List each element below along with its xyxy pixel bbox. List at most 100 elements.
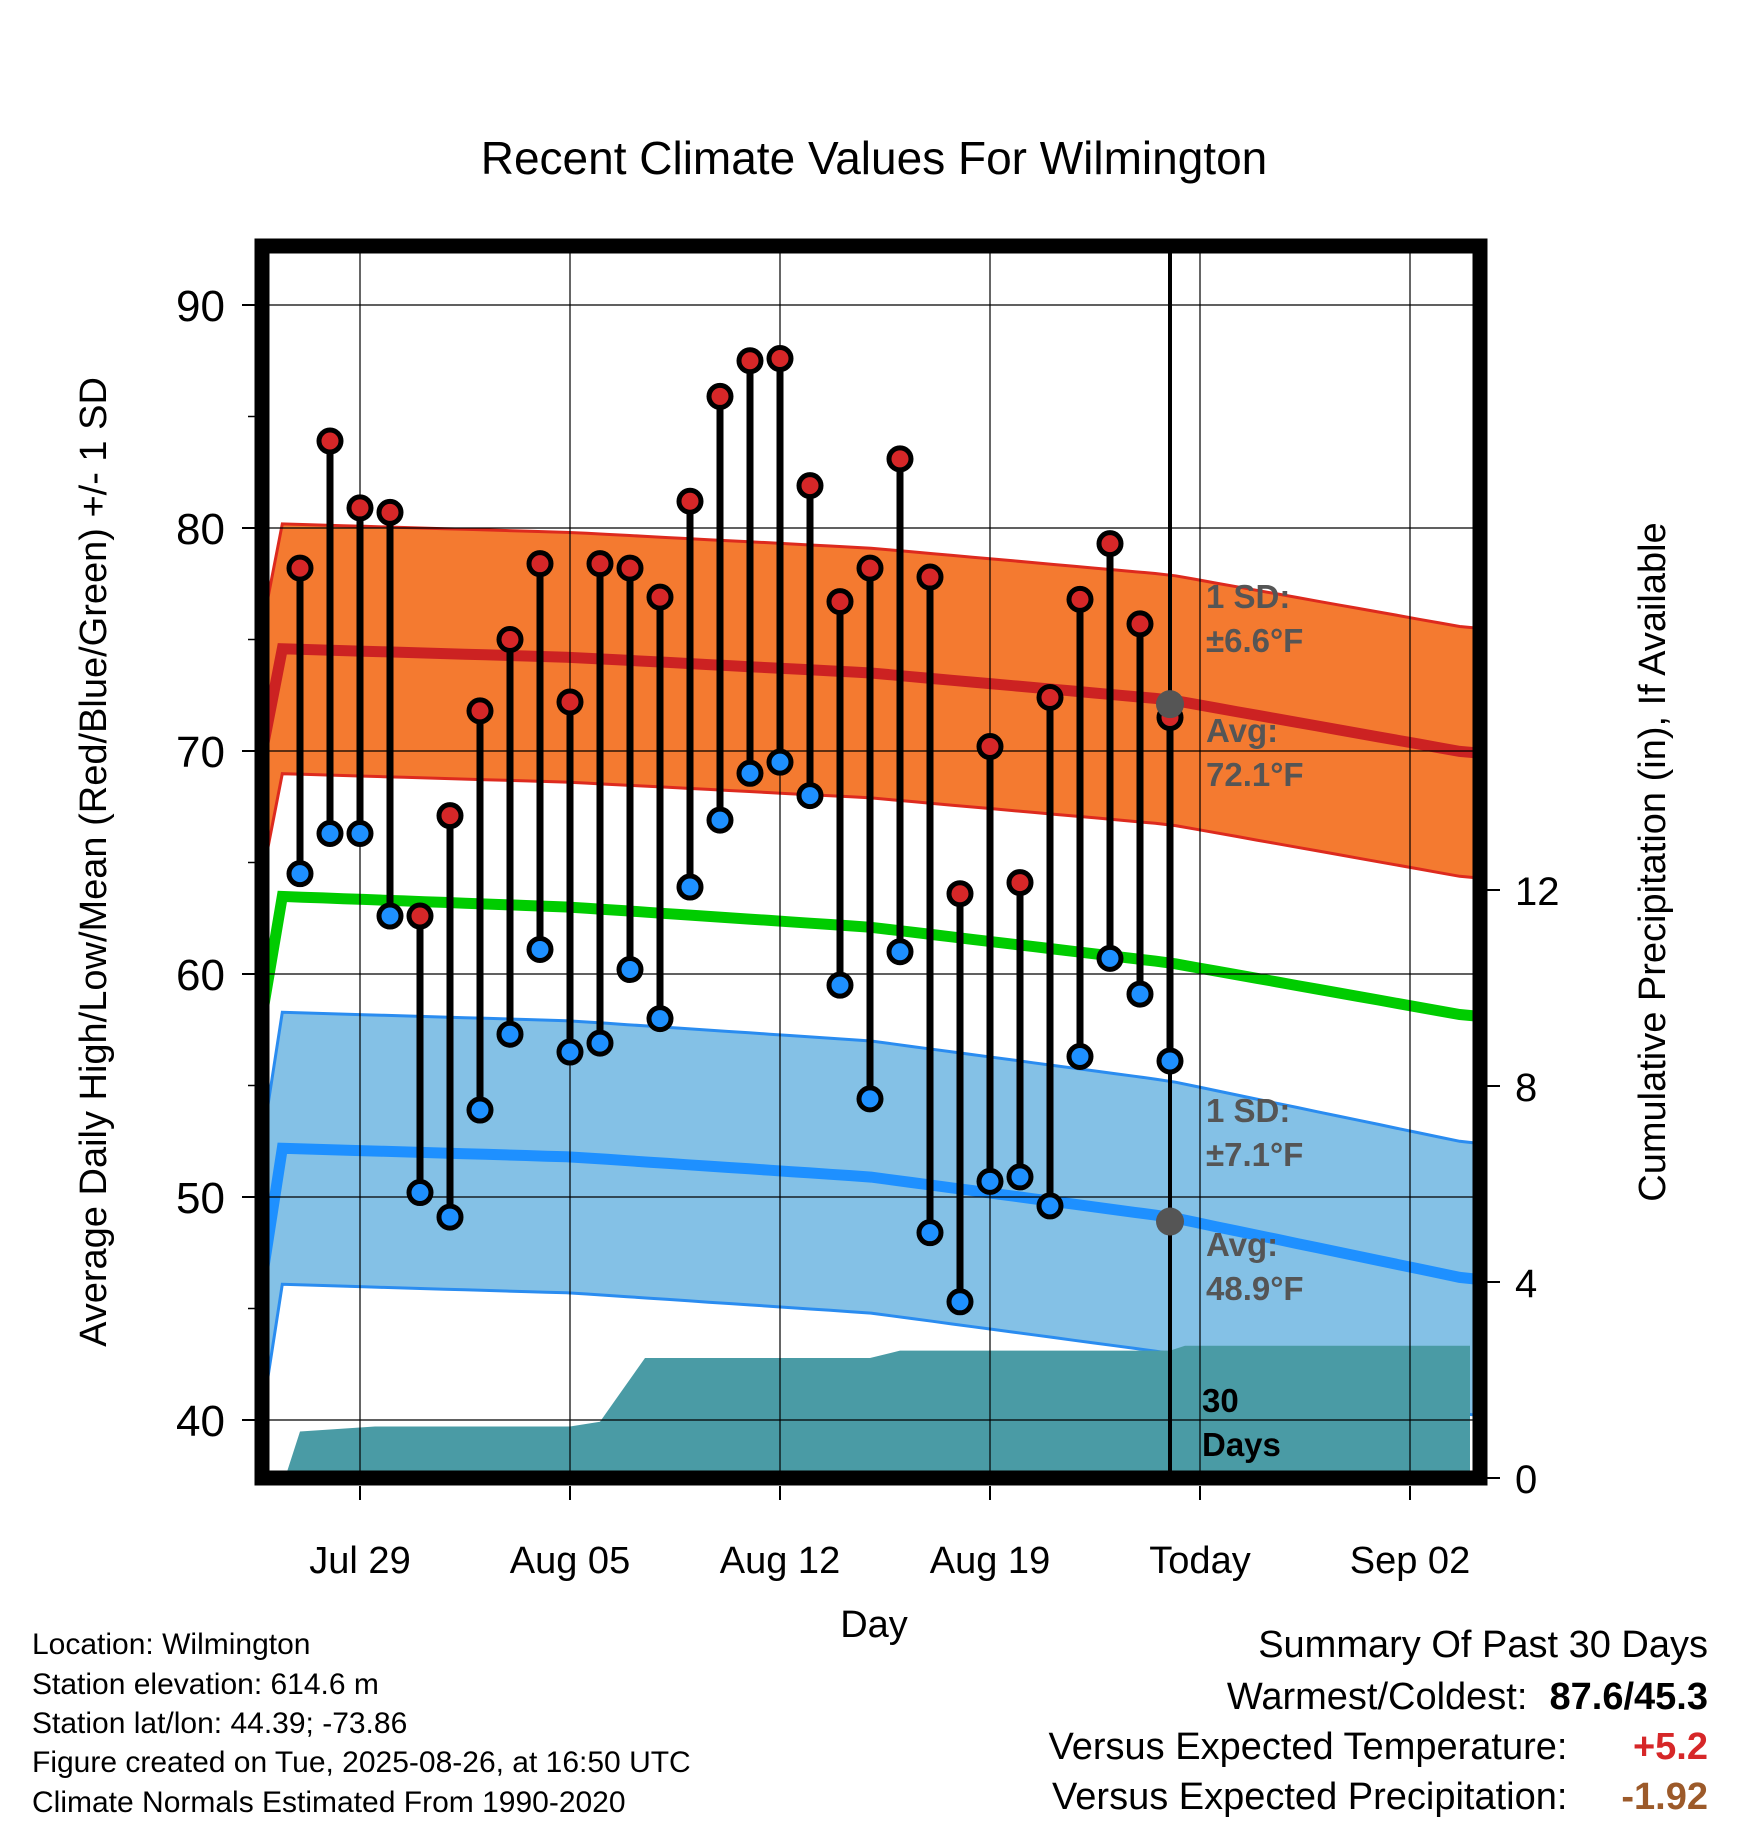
info-created: Figure created on Tue, 2025-08-26, at 16…	[32, 1746, 691, 1779]
summary-temperature-label: Versus Expected Temperature:	[1048, 1726, 1568, 1768]
x-axis-label: Day	[840, 1604, 908, 1646]
high-point	[826, 588, 854, 616]
high-point	[436, 802, 464, 830]
low-point	[406, 1179, 434, 1207]
low-point	[616, 956, 644, 984]
high-point	[766, 345, 794, 373]
low-point	[286, 860, 314, 888]
low-point	[946, 1288, 974, 1316]
low-point	[376, 902, 404, 930]
high-point	[1066, 585, 1094, 613]
x-tick-label: Aug 19	[930, 1540, 1050, 1582]
today-low-avg-marker	[1156, 1207, 1184, 1236]
low-point	[886, 938, 914, 966]
precip-area	[285, 1345, 1470, 1478]
x-tick-label: Aug 05	[510, 1540, 630, 1582]
y-tick-label: 40	[176, 1397, 225, 1446]
high-point	[646, 583, 674, 611]
low-point	[916, 1219, 944, 1247]
summary-warmest-label: Warmest/Coldest:	[1226, 1676, 1528, 1718]
high-sd-upper-edge	[262, 522, 1480, 630]
summary-title: Summary Of Past 30 Days	[1258, 1624, 1708, 1666]
y2-tick-label: 4	[1515, 1262, 1537, 1306]
x-tick-label: Today	[1149, 1540, 1250, 1582]
high-point	[466, 697, 494, 725]
low-point	[466, 1096, 494, 1124]
high-point	[616, 554, 644, 582]
high-point	[796, 472, 824, 500]
low-point	[586, 1029, 614, 1057]
low-point	[796, 782, 824, 810]
summary-precipitation-value: -1.92	[1621, 1776, 1708, 1818]
low-point	[1096, 944, 1124, 972]
period-label-number: 30	[1202, 1382, 1239, 1419]
summary-precipitation-row: Versus Expected Precipitation: -1.92	[1052, 1778, 1708, 1816]
high-point	[346, 494, 374, 522]
low-point	[676, 873, 704, 901]
y-tick-label: 90	[176, 282, 225, 331]
low-point	[1006, 1163, 1034, 1191]
low-point	[826, 971, 854, 999]
summary-precipitation-label: Versus Expected Precipitation:	[1052, 1776, 1568, 1818]
high-point	[916, 563, 944, 591]
low-point	[316, 820, 344, 848]
high-point	[1006, 869, 1034, 897]
high-point	[946, 880, 974, 908]
y-tick-label: 60	[176, 951, 225, 1000]
high-sd-value: ±6.6°F	[1206, 622, 1303, 659]
high-point	[526, 550, 554, 578]
low-point	[1036, 1192, 1064, 1220]
high-point	[496, 626, 524, 653]
high-point	[556, 688, 584, 716]
y-axis-label: Average Daily High/Low/Mean (Red/Blue/Gr…	[73, 377, 115, 1347]
low-sd-label: 1 SD:	[1206, 1092, 1290, 1129]
low-point	[1156, 1047, 1184, 1075]
low-point	[436, 1203, 464, 1231]
x-tick-label: Aug 12	[720, 1540, 840, 1582]
high-point	[736, 347, 764, 375]
y2-axis-label: Cumulative Precipitation (in), If Availa…	[1632, 522, 1674, 1201]
high-point	[976, 733, 1004, 761]
low-point	[766, 748, 794, 776]
y2-tick-label: 12	[1515, 870, 1560, 914]
summary-warmest-row: Warmest/Coldest: 87.6/45.3	[1227, 1678, 1708, 1716]
period-label-days: Days	[1202, 1426, 1281, 1463]
y-tick-label: 70	[176, 728, 225, 777]
high-point	[286, 554, 314, 582]
y2-tick-label: 0	[1515, 1458, 1537, 1502]
chart-title: Recent Climate Values For Wilmington	[481, 132, 1268, 184]
low-avg-line	[262, 1142, 1480, 1285]
info-normals: Climate Normals Estimated From 1990-2020	[32, 1786, 626, 1819]
high-point	[1036, 683, 1064, 711]
low-point	[346, 820, 374, 848]
summary-temperature-value: +5.2	[1632, 1726, 1708, 1768]
x-tick-label: Sep 02	[1350, 1540, 1470, 1582]
low-point	[496, 1020, 524, 1048]
high-point	[316, 427, 344, 455]
high-avg-value: 72.1°F	[1206, 756, 1304, 793]
high-point	[1126, 610, 1154, 638]
high-point	[886, 445, 914, 473]
today-high-avg-marker	[1156, 690, 1184, 719]
high-avg-label: Avg:	[1206, 712, 1278, 749]
x-tick-label: Jul 29	[309, 1540, 410, 1582]
low-point	[1066, 1043, 1094, 1071]
low-avg-label: Avg:	[1206, 1226, 1278, 1263]
y-tick-label: 50	[176, 1174, 225, 1223]
low-sd-band	[262, 1012, 1480, 1416]
low-point	[646, 1005, 674, 1033]
low-point	[736, 759, 764, 787]
low-point	[526, 935, 554, 963]
high-point	[676, 487, 704, 515]
high-sd-label: 1 SD:	[1206, 578, 1290, 615]
low-avg-value: 48.9°F	[1206, 1270, 1304, 1307]
high-point	[856, 554, 884, 582]
y2-tick-label: 8	[1515, 1066, 1537, 1110]
high-point	[706, 382, 734, 410]
low-point	[856, 1085, 884, 1113]
summary-warmest-value: 87.6/45.3	[1549, 1676, 1708, 1718]
low-point	[556, 1038, 584, 1066]
high-point	[1096, 530, 1124, 558]
plot-area	[262, 246, 1480, 1478]
